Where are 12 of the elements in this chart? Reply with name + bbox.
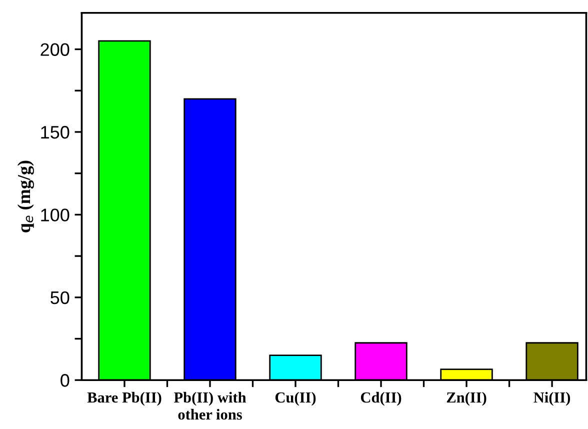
- y-tick-label: 50: [50, 291, 70, 304]
- x-tick-label: Cd(II): [360, 392, 402, 406]
- x-tick-label: Pb(II) with other ions: [174, 392, 246, 420]
- y-tick-label: 200: [40, 43, 70, 56]
- x-tick-label: Zn(II): [446, 392, 486, 406]
- y-tick-label: 100: [41, 208, 70, 222]
- y-tick-label: 0: [60, 374, 70, 387]
- x-tick-label: Bare Pb(II): [87, 392, 162, 406]
- x-tick-label: Ni(II): [534, 392, 570, 406]
- y-axis-title: q$_{e}$ (mg/g): [17, 160, 34, 232]
- x-tick-label: Cu(II): [275, 392, 316, 406]
- y-tick-label: 150: [41, 126, 70, 139]
